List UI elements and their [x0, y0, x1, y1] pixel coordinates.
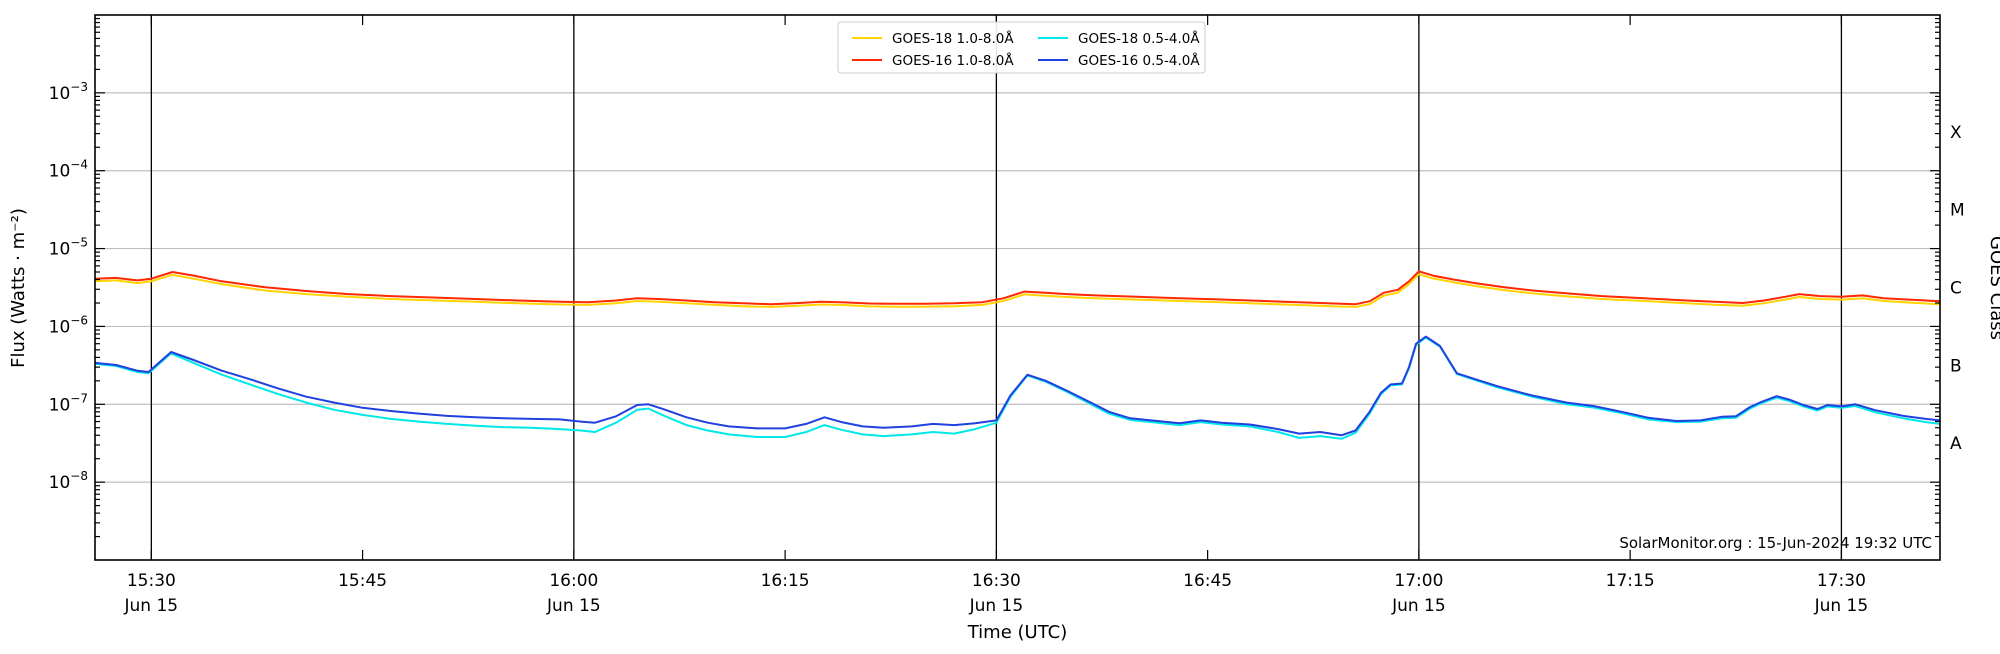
- x-tick-label-15:45: 15:45: [338, 571, 387, 591]
- x-tick-label-17:30: 17:30: [1817, 571, 1866, 591]
- legend-label-goes18_short: GOES-18 0.5-4.0Å: [1078, 30, 1200, 47]
- plot-border: [94, 14, 1941, 561]
- goes18-short-series: [95, 336, 1940, 440]
- watermark-text: SolarMonitor.org : 15-Jun-2024 19:32 UTC: [1619, 534, 1932, 552]
- x-tick-label-16:45: 16:45: [1183, 571, 1232, 591]
- x-tick-label-16:30: 16:30: [972, 571, 1021, 591]
- x-tick-labels: 15:30 Jun 15 15:45 16:00 Jun 15 16:15 16:30 Jun…: [124, 571, 1869, 616]
- y-tick-labels: 10−3 10−4 10−5 10−6 10−7 10−8: [49, 80, 88, 493]
- y-tick-label-1e-5: 10−5: [49, 236, 88, 260]
- goes18-long-series: [95, 273, 1940, 308]
- series-group: [95, 270, 1940, 440]
- goes-class-A: A: [1950, 434, 1962, 454]
- x-tick-date-17:00: Jun 15: [1391, 596, 1446, 616]
- x-tick-label-17:15: 17:15: [1606, 571, 1655, 591]
- y-axis-title: Flux (Watts · m⁻²): [8, 208, 29, 368]
- y-tick-label-1e-4: 10−4: [49, 158, 88, 182]
- x-tick-date-17:30: Jun 15: [1814, 596, 1869, 616]
- y-tick-label-1e-3: 10−3: [49, 80, 88, 104]
- y-tick-label-1e-6: 10−6: [49, 313, 88, 337]
- x-tick-label-17:00: 17:00: [1394, 571, 1443, 591]
- x-tick-date-16:30: Jun 15: [969, 596, 1024, 616]
- goes16-short-series: [95, 335, 1940, 437]
- y-tick-label-1e-8: 10−8: [49, 469, 88, 493]
- x-tick-label-16:15: 16:15: [761, 571, 810, 591]
- right-axis-title: GOES Class: [1986, 236, 2000, 340]
- x-tick-date-15:30: Jun 15: [124, 596, 179, 616]
- legend-box: [837, 21, 1206, 74]
- goes-class-labels: X M C B A: [1950, 123, 1965, 454]
- x-tick-label-16:00: 16:00: [549, 571, 598, 591]
- y-tick-label-1e-7: 10−7: [49, 391, 88, 415]
- legend: GOES-18 1.0-8.0Å GOES-16 1.0-8.0Å GOES-18 …: [837, 21, 1206, 74]
- x-axis-title: Time (UTC): [967, 622, 1068, 643]
- goes-class-B: B: [1950, 356, 1962, 376]
- goes-class-X: X: [1950, 123, 1962, 143]
- x-tick-date-16:00: Jun 15: [546, 596, 601, 616]
- decade-gridlines: [95, 92, 1940, 483]
- goes-class-M: M: [1950, 201, 1965, 221]
- legend-label-goes16_long: GOES-16 1.0-8.0Å: [892, 52, 1014, 69]
- halfhour-vlines: [150, 15, 1843, 560]
- goes-class-C: C: [1950, 279, 1962, 299]
- axis-ticks: [95, 15, 1940, 560]
- goes16-long-series: [95, 270, 1940, 306]
- legend-label-goes18_long: GOES-18 1.0-8.0Å: [892, 30, 1014, 47]
- x-tick-label-15:30: 15:30: [127, 571, 176, 591]
- legend-label-goes16_short: GOES-16 0.5-4.0Å: [1078, 52, 1200, 69]
